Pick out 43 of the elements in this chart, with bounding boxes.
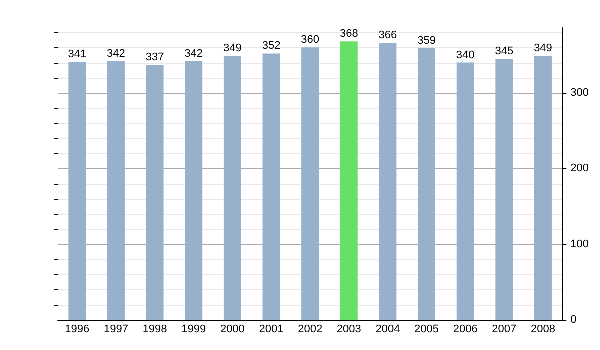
data-label: 368 [340, 28, 358, 40]
y-tick-label: 200 [570, 162, 590, 175]
y-tick-label: 300 [570, 87, 590, 100]
x-tick-label: 2001 [259, 324, 284, 336]
x-tick-label: 1999 [182, 324, 206, 336]
bar [534, 56, 552, 320]
x-tick-label: 1996 [65, 324, 90, 336]
bar [302, 48, 320, 320]
x-tick-label: 2005 [414, 324, 440, 336]
bar [146, 65, 164, 320]
x-tick-label: 2006 [453, 324, 478, 336]
x-tick-label: 2004 [376, 324, 400, 336]
bar [107, 61, 125, 320]
x-tick-label: 2000 [220, 324, 245, 336]
data-label: 359 [418, 34, 436, 47]
x-tick-label: 2008 [530, 324, 556, 336]
data-label: 349 [534, 42, 552, 54]
x-tick-label: 1998 [142, 324, 168, 336]
data-label: 349 [224, 42, 242, 54]
x-tick-label: 2003 [336, 324, 362, 336]
bar [496, 59, 514, 320]
bar [456, 62, 474, 320]
x-tick-label: 1997 [104, 324, 128, 336]
data-label: 337 [146, 52, 164, 64]
data-label: 340 [456, 49, 475, 62]
data-label: 342 [184, 48, 204, 60]
bar [340, 42, 358, 320]
x-tick-label: 2007 [492, 324, 517, 336]
data-label: 352 [262, 40, 281, 52]
data-label: 341 [68, 48, 87, 61]
y-tick-label: 100 [570, 238, 590, 250]
data-label: 345 [495, 46, 514, 58]
data-label: 342 [107, 48, 126, 60]
y-tick-label: 0 [570, 314, 577, 326]
bar [262, 54, 280, 320]
x-tick-label: 2002 [298, 324, 323, 336]
bar [418, 48, 436, 320]
data-label: 360 [301, 34, 320, 46]
bar [224, 56, 242, 320]
data-label: 366 [378, 30, 398, 42]
bar [185, 61, 203, 320]
bar [379, 43, 397, 320]
bar [68, 62, 86, 320]
